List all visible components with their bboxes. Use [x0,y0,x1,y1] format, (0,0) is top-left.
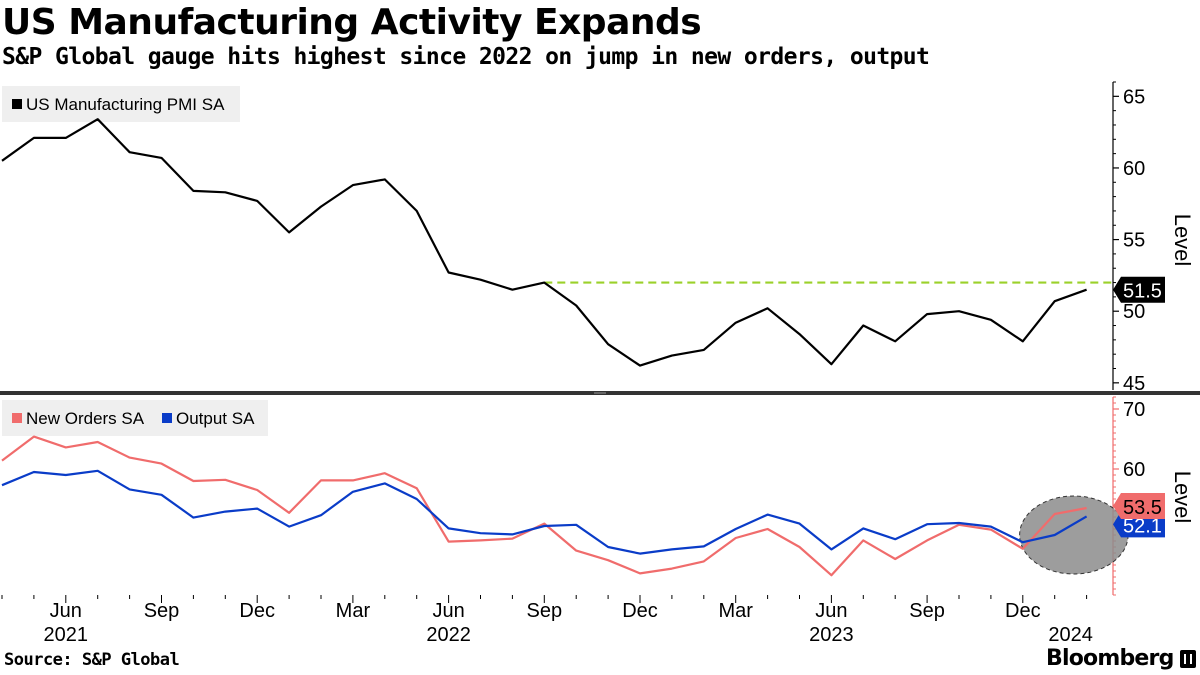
x-tick-label: Dec [622,600,658,622]
x-year-label: 2024 [1048,624,1093,646]
orders-legend-swatch [162,413,172,423]
x-tick-label: Dec [239,600,275,622]
orders-y-axis-label: Level [1170,471,1195,524]
x-year-label: 2023 [809,624,854,646]
pmi-legend-label: US Manufacturing PMI SA [26,95,225,114]
orders-legend-swatch [12,413,22,423]
x-tick-label: Mar [336,600,371,622]
x-tick-label: Sep [909,600,945,622]
x-tick-label: Dec [1005,600,1041,622]
x-tick-label: Mar [718,600,753,622]
x-tick-label: Jun [432,600,464,622]
orders-y-tick-label: 70 [1123,399,1145,421]
orders-y-tick-label: 60 [1123,459,1145,481]
x-tick-label: Jun [815,600,847,622]
bloomberg-logo: Bloomberg [1046,646,1174,671]
pmi-legend-swatch [12,99,22,109]
chart-subtitle: S&P Global gauge hits highest since 2022… [2,44,930,70]
orders-legend-label: New Orders SA [26,409,145,428]
orders-legend-label: Output SA [176,409,255,428]
pmi-line [1,118,1087,367]
pmi-last-value-label: 51.5 [1123,281,1162,303]
x-tick-label: Jun [50,600,82,622]
pmi-y-tick-label: 55 [1123,230,1145,252]
x-tick-label: Sep [527,600,563,622]
pmi-y-tick-label: 50 [1123,301,1145,323]
pmi-y-tick-label: 65 [1123,86,1145,108]
chart-title: US Manufacturing Activity Expands [2,2,702,43]
orders-last-value-label: 53.5 [1123,497,1162,519]
pmi-y-axis-label: Level [1170,214,1195,267]
new-orders-line [1,435,1087,577]
source-note: Source: S&P Global [4,650,180,670]
output-last-value-label: 52.1 [1123,515,1162,537]
output-line [1,469,1088,555]
pmi-y-tick-label: 45 [1123,373,1145,395]
pmi-y-tick-label: 60 [1123,158,1145,180]
orders-last-value-label-box [1113,493,1165,519]
x-year-label: 2021 [44,624,89,646]
pmi-last-value-label-box [1113,276,1165,303]
bloomberg-terminal-icon [1180,650,1196,668]
orders-legend [2,400,268,436]
pmi-legend [2,86,240,122]
x-tick-label: Sep [144,600,180,622]
x-year-label: 2022 [426,624,471,646]
